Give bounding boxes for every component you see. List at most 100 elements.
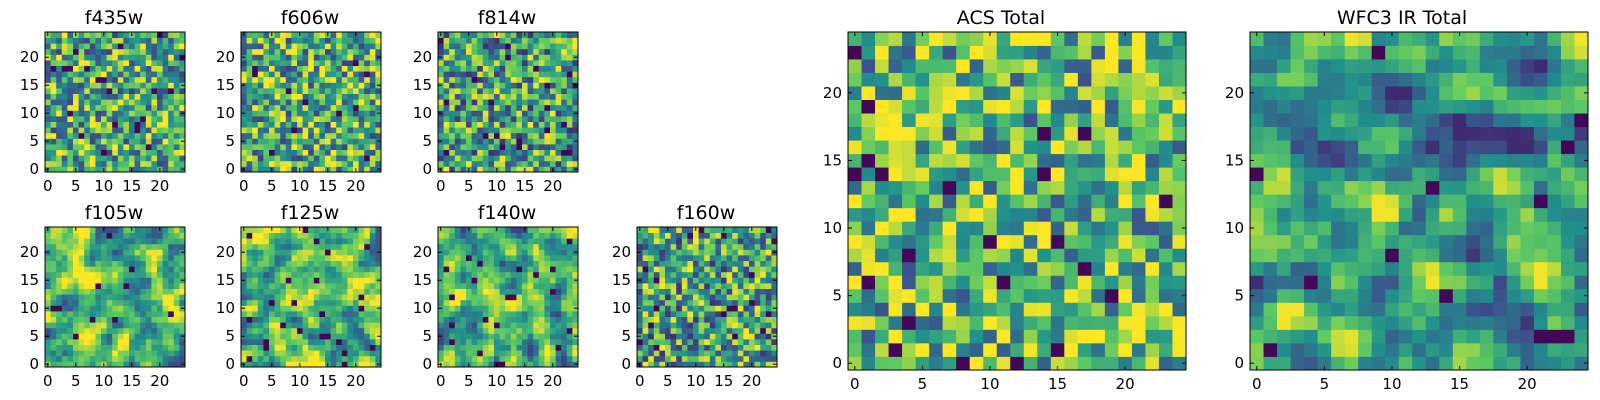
- heatmap-cell: [263, 311, 270, 317]
- x-tick-label: 10: [487, 372, 506, 390]
- heatmap-cell: [123, 232, 130, 239]
- heatmap-cell: [56, 99, 63, 106]
- heatmap-cell: [749, 311, 755, 317]
- heatmap-cell: [477, 294, 484, 301]
- heatmap-cell: [330, 110, 337, 117]
- heatmap-cell: [123, 76, 130, 83]
- heatmap-cell: [151, 60, 158, 66]
- heatmap-cell: [1158, 329, 1173, 344]
- heatmap-cell: [369, 344, 376, 351]
- heatmap-cell: [648, 232, 655, 239]
- heatmap-cell: [693, 255, 699, 261]
- heatmap-cell: [505, 60, 512, 66]
- heatmap-cell: [533, 127, 540, 134]
- heatmap-cell: [257, 121, 264, 128]
- heatmap-cell: [297, 266, 303, 273]
- heatmap-cell: [319, 271, 326, 278]
- heatmap-cell: [285, 138, 292, 145]
- heatmap-cell: [89, 283, 96, 289]
- heatmap-cell: [653, 339, 660, 345]
- heatmap-cell: [246, 116, 253, 122]
- heatmap-cell: [1023, 261, 1038, 276]
- heatmap-cell: [443, 316, 450, 323]
- heatmap-cell: [336, 227, 343, 233]
- heatmap-cell: [157, 277, 163, 284]
- heatmap-cell: [246, 144, 253, 150]
- heatmap-cell: [140, 138, 147, 145]
- heatmap-cell: [50, 355, 57, 362]
- heatmap-cell: [347, 339, 354, 345]
- heatmap-cell: [61, 138, 68, 145]
- heatmap-cell: [162, 155, 169, 162]
- heatmap-cell: [488, 294, 495, 301]
- heatmap-cell: [659, 227, 666, 233]
- heatmap-cell: [561, 249, 568, 256]
- heatmap-cell: [123, 339, 130, 345]
- heatmap-cell: [454, 82, 461, 89]
- heatmap-cell: [73, 350, 79, 357]
- heatmap-cell: [516, 344, 523, 351]
- heatmap-cell: [983, 275, 998, 290]
- heatmap-cell: [956, 356, 971, 371]
- heatmap-cell: [173, 32, 180, 38]
- heatmap-cell: [173, 232, 180, 239]
- heatmap-cell: [89, 132, 96, 139]
- heatmap-cell: [73, 37, 79, 44]
- heatmap-cell: [73, 344, 79, 351]
- heatmap-cell: [67, 271, 74, 278]
- heatmap-cell: [771, 238, 778, 245]
- heatmap-cell: [375, 283, 382, 289]
- heatmap-cell: [572, 60, 579, 66]
- heatmap-cell: [676, 344, 683, 351]
- heatmap-cell: [347, 232, 354, 239]
- heatmap-cell: [67, 160, 74, 167]
- heatmap-cell: [145, 54, 152, 61]
- heatmap-cell: [681, 266, 688, 273]
- heatmap-cell: [302, 82, 309, 89]
- heatmap-cell: [544, 138, 551, 145]
- x-tick-label: 10: [94, 372, 113, 390]
- heatmap-cell: [642, 350, 649, 357]
- heatmap-cell: [257, 54, 264, 61]
- heatmap-cell: [353, 88, 359, 94]
- heatmap-cell: [488, 327, 495, 334]
- heatmap-cell: [765, 249, 772, 256]
- heatmap-cell: [561, 243, 568, 250]
- heatmap-cell: [449, 305, 456, 312]
- heatmap-cell: [538, 333, 545, 340]
- heatmap-cell: [101, 110, 107, 117]
- heatmap-cell: [325, 316, 331, 323]
- heatmap-cell: [527, 260, 534, 267]
- heatmap-cell: [732, 232, 739, 239]
- heatmap-cell: [106, 93, 113, 100]
- heatmap-cell: [347, 116, 354, 122]
- heatmap-cell: [915, 275, 930, 290]
- heatmap-cell: [555, 266, 562, 273]
- heatmap-cell: [572, 93, 579, 100]
- heatmap-cell: [942, 261, 957, 276]
- heatmap-cell: [117, 350, 124, 357]
- heatmap-cell: [117, 60, 124, 66]
- heatmap-cell: [1145, 329, 1160, 344]
- heatmap-cell: [67, 288, 74, 295]
- heatmap-cell: [477, 71, 484, 78]
- heatmap-cell: [280, 60, 287, 66]
- heatmap-cell: [73, 138, 79, 145]
- heatmap-cell: [297, 350, 303, 357]
- heatmap-cell: [726, 243, 733, 250]
- heatmap-cell: [637, 316, 643, 323]
- heatmap-cells: [848, 32, 1187, 371]
- heatmap-cell: [252, 166, 259, 173]
- heatmap-cell: [341, 294, 348, 301]
- heatmap-cell: [969, 329, 984, 344]
- heatmap-cell: [280, 294, 287, 301]
- heatmap-cell: [302, 255, 309, 261]
- heatmap-cell: [538, 277, 545, 284]
- heatmap-cell: [544, 294, 551, 301]
- heatmap-cell: [302, 355, 309, 362]
- heatmap-cell: [252, 339, 259, 345]
- heatmap-cell: [743, 260, 750, 267]
- heatmap-cell: [364, 121, 371, 128]
- heatmap-cell: [179, 60, 186, 66]
- heatmap-cell: [1104, 329, 1119, 344]
